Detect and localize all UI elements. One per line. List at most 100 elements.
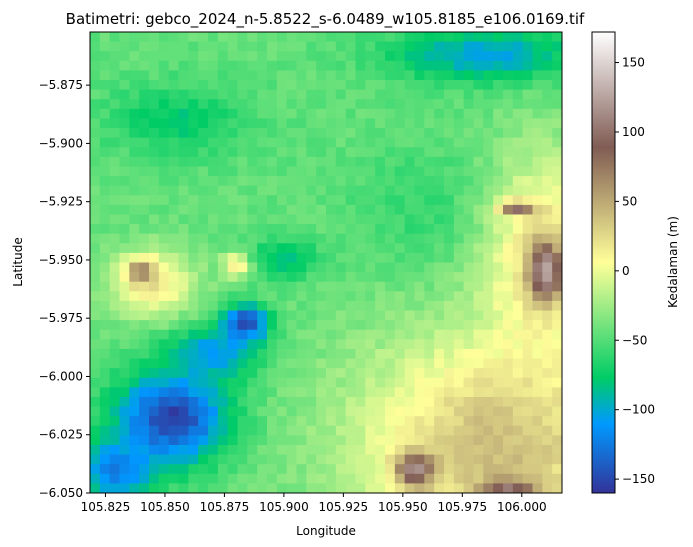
heatmap-cell [493, 320, 504, 331]
heatmap-cell [237, 339, 248, 350]
heatmap-cell [365, 396, 376, 408]
heatmap-cell [414, 214, 425, 225]
heatmap-cell [237, 108, 248, 119]
heatmap-cell [286, 320, 297, 331]
heatmap-cell [208, 416, 219, 427]
heatmap-cell [306, 483, 317, 494]
heatmap-cell [168, 300, 179, 312]
heatmap-cell [208, 108, 219, 119]
heatmap-cell [109, 348, 120, 360]
heatmap-cell [424, 80, 435, 91]
heatmap-cell [365, 483, 376, 494]
heatmap-cell [276, 444, 288, 456]
heatmap-cell [158, 377, 170, 388]
heatmap-cell [375, 233, 386, 244]
heatmap-cell [188, 320, 199, 331]
heatmap-cell [444, 108, 455, 119]
heatmap-cell [385, 214, 396, 225]
heatmap-cell [99, 224, 111, 235]
heatmap-cell [326, 195, 337, 206]
heatmap-cell [227, 243, 238, 254]
heatmap-cell [99, 387, 111, 398]
heatmap-cell [404, 51, 415, 62]
heatmap-cell [276, 291, 288, 302]
heatmap-cell [463, 214, 474, 225]
heatmap-cell [316, 99, 327, 110]
heatmap-cell [394, 224, 406, 235]
heatmap-cell [99, 137, 111, 148]
heatmap-cell [404, 166, 415, 177]
heatmap-cell [198, 224, 209, 235]
heatmap-cell [316, 185, 327, 196]
heatmap-cell [237, 137, 248, 148]
heatmap-cell [306, 358, 317, 369]
heatmap-cell [463, 483, 474, 494]
heatmap-cell [247, 80, 258, 91]
heatmap-cell [404, 204, 415, 215]
heatmap-cell [444, 262, 455, 273]
heatmap-cell [434, 339, 445, 350]
heatmap-cell [404, 137, 415, 148]
heatmap-cell [404, 156, 415, 167]
heatmap-cell [158, 118, 170, 129]
heatmap-cell [326, 281, 337, 292]
heatmap-cell [129, 406, 140, 417]
heatmap-cell [276, 185, 288, 196]
heatmap-cell [149, 166, 160, 177]
heatmap-cell [276, 348, 288, 360]
heatmap-cell [306, 377, 317, 388]
heatmap-cell [365, 70, 376, 81]
heatmap-cell [129, 89, 140, 100]
heatmap-cell [326, 416, 337, 427]
heatmap-cell [335, 70, 347, 81]
heatmap-cell [414, 348, 425, 360]
heatmap-cell [99, 108, 111, 119]
heatmap-cell [139, 444, 150, 456]
heatmap-cell [198, 214, 209, 225]
heatmap-cell [483, 425, 494, 436]
heatmap-cell [158, 329, 170, 340]
heatmap-cell [493, 483, 504, 494]
heatmap-cell [542, 387, 553, 398]
heatmap-cell [316, 416, 327, 427]
heatmap-cell [139, 339, 150, 350]
heatmap-cell [109, 483, 120, 494]
heatmap-cell [208, 32, 219, 43]
heatmap-cell [227, 320, 238, 331]
heatmap-cell [139, 147, 150, 158]
heatmap-cell [306, 233, 317, 244]
heatmap-cell [276, 60, 288, 71]
heatmap-cell [424, 185, 435, 196]
heatmap-cell [208, 214, 219, 225]
heatmap-cell [424, 300, 435, 312]
heatmap-cell [99, 147, 111, 158]
heatmap-cell [512, 454, 524, 465]
heatmap-cell [267, 214, 278, 225]
heatmap-cell [453, 195, 465, 206]
heatmap-cell [434, 243, 445, 254]
heatmap-cell [227, 377, 238, 388]
heatmap-cell [512, 281, 524, 292]
heatmap-cell [267, 435, 278, 446]
heatmap-cell [453, 99, 465, 110]
heatmap-cell [158, 214, 170, 225]
heatmap-cell [316, 368, 327, 379]
heatmap-cell [306, 128, 317, 139]
heatmap-cell [306, 329, 317, 340]
heatmap-cell [345, 108, 356, 119]
heatmap-cell [375, 99, 386, 110]
heatmap-cell [404, 406, 415, 417]
heatmap-cell [385, 108, 396, 119]
heatmap-cell [552, 80, 563, 91]
heatmap-cell [119, 70, 130, 81]
heatmap-cell [168, 41, 179, 52]
heatmap-cell [119, 262, 130, 273]
heatmap-cell [473, 281, 484, 292]
heatmap-cell [90, 41, 101, 52]
heatmap-cell [178, 70, 189, 81]
heatmap-cell [424, 204, 435, 215]
heatmap-cell [335, 99, 347, 110]
heatmap-cell [326, 310, 337, 321]
heatmap-cell [355, 483, 366, 494]
heatmap-cell [542, 377, 553, 388]
